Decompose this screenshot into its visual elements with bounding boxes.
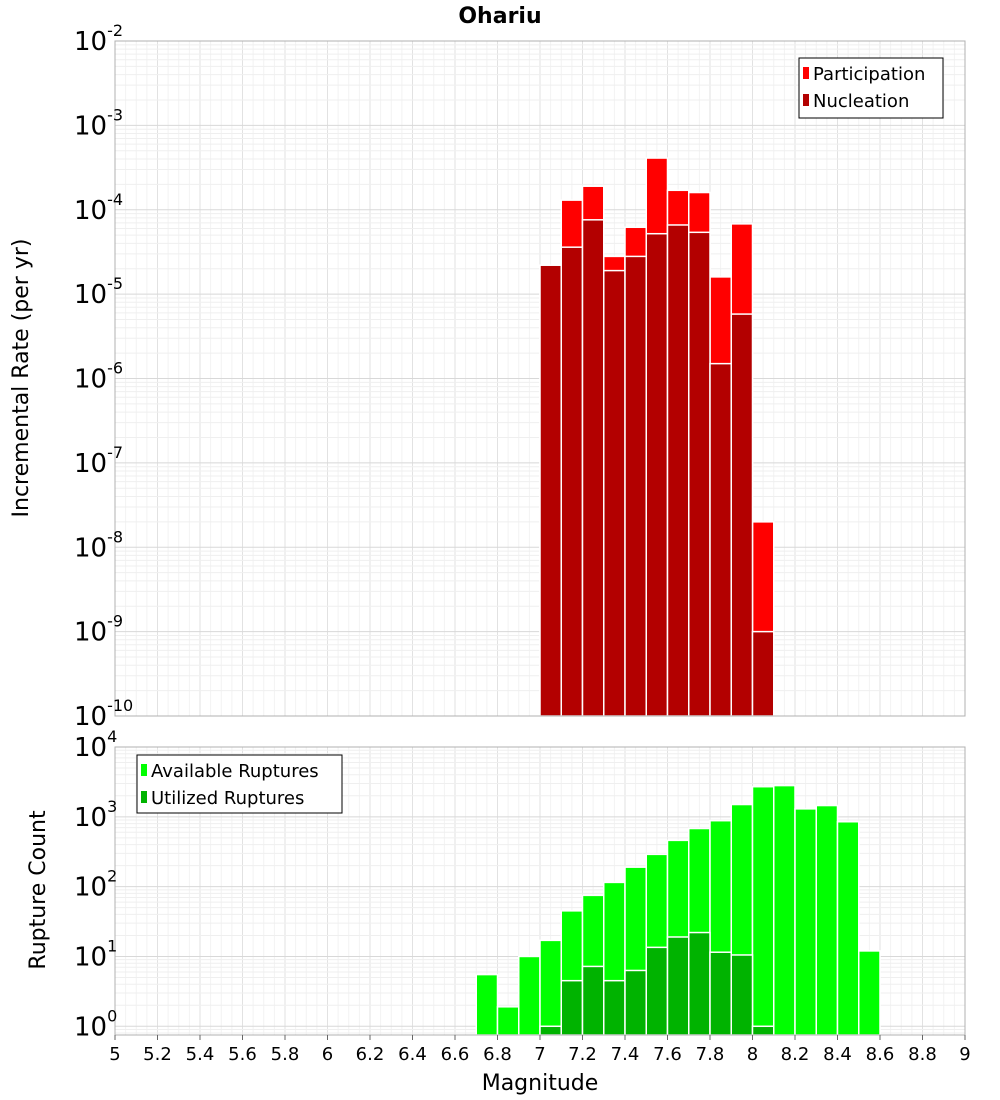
bottom-bar-series2: [581, 965, 605, 1036]
x-tick-label: 5: [109, 1044, 120, 1065]
x-tick-label: 8.2: [781, 1044, 810, 1065]
x-axis-label: Magnitude: [482, 1071, 599, 1096]
x-tick-label: 5.6: [228, 1044, 257, 1065]
x-tick-label: 8: [747, 1044, 758, 1065]
top-legend-label: Participation: [813, 64, 925, 85]
top-legend-label: Nucleation: [813, 91, 909, 112]
x-tick-label: 6.2: [356, 1044, 385, 1065]
bottom-bar-series1: [794, 808, 817, 1036]
bottom-y-tick-label: 103: [74, 797, 117, 833]
x-tick-label: 6: [322, 1044, 333, 1065]
bottom-legend-label: Utilized Ruptures: [151, 788, 304, 809]
top-bar-series2: [624, 255, 647, 717]
bottom-legend: [136, 754, 343, 814]
bottom-bar-series2: [688, 931, 711, 1036]
bottom-legend-swatch: [141, 791, 147, 803]
top-y-tick-label: 10-8: [74, 527, 123, 563]
bottom-bar-series1: [751, 785, 775, 1036]
top-y-tick-label: 10-2: [74, 21, 123, 57]
x-tick-label: 6.8: [483, 1044, 512, 1065]
top-legend: [798, 57, 944, 119]
x-tick-label: 7: [534, 1044, 545, 1065]
bottom-bar-series1: [858, 950, 881, 1036]
x-tick-label: 5.4: [186, 1044, 215, 1065]
top-y-tick-label: 10-5: [74, 274, 123, 310]
x-tick-label: 8.8: [908, 1044, 937, 1065]
bottom-legend-label: Available Ruptures: [151, 761, 319, 782]
bottom-bar-series1: [475, 973, 499, 1036]
top-legend-swatch: [803, 94, 809, 106]
x-tick-label: 5.8: [271, 1044, 300, 1065]
bottom-bar-series2: [645, 946, 669, 1036]
top-y-tick-label: 10-10: [74, 696, 133, 732]
bottom-bar-series2: [709, 951, 732, 1036]
bottom-y-tick-label: 104: [74, 727, 117, 763]
bottom-bar-series2: [603, 979, 626, 1036]
bottom-y-axis-label: Rupture Count: [26, 810, 51, 970]
x-tick-label: 7.8: [696, 1044, 725, 1065]
x-tick-label: 8.6: [866, 1044, 895, 1065]
bottom-y-tick-label: 100: [74, 1006, 117, 1042]
top-bar-series2: [645, 232, 669, 717]
x-tick-label: 5.2: [143, 1044, 172, 1065]
bottom-bar-series1: [815, 804, 839, 1036]
top-bar-series2: [751, 630, 775, 717]
x-tick-label: 7.6: [653, 1044, 682, 1065]
bottom-bar-series2: [624, 969, 647, 1036]
x-tick-label: 6.6: [441, 1044, 470, 1065]
top-bar-series2: [603, 269, 626, 717]
top-y-tick-label: 10-3: [74, 105, 123, 141]
bottom-bar-series2: [560, 979, 584, 1036]
top-bar-series2: [581, 219, 605, 717]
top-bar-series2: [709, 362, 732, 717]
top-bar-series2: [666, 224, 690, 717]
bottom-bar-series2: [539, 1025, 562, 1036]
top-plot-border: [114, 40, 966, 717]
chart-title: Ohariu: [458, 4, 541, 29]
top-y-tick-label: 10-6: [74, 359, 123, 395]
top-y-axis-label: Incremental Rate (per yr): [9, 239, 34, 518]
bottom-y-tick-label: 102: [74, 867, 117, 903]
bottom-bar-series1: [773, 784, 796, 1036]
bottom-bar-series1: [518, 955, 541, 1036]
top-panel: 10-2 10-3 10-4 10-5 10-6 10-7 10-8 10-9 10-10 Par…: [74, 21, 966, 732]
x-tick-label: 6.4: [398, 1044, 427, 1065]
top-bar-series2: [560, 246, 584, 717]
bottom-bar-series2: [666, 936, 690, 1036]
bottom-bar-series1: [496, 1006, 520, 1036]
x-tick-label: 9: [959, 1044, 970, 1065]
top-y-tick-label: 10-4: [74, 190, 123, 226]
top-bar-series2: [730, 313, 754, 717]
bottom-bar-series1: [539, 939, 562, 1036]
bottom-bar-series1: [836, 820, 860, 1036]
x-tick-label: 7.4: [611, 1044, 640, 1065]
x-tick-label: 8.4: [823, 1044, 852, 1065]
bottom-y-tick-label: 101: [74, 936, 117, 972]
bottom-legend-swatch: [141, 764, 147, 776]
x-tick-label: 7.2: [568, 1044, 597, 1065]
top-bar-series2: [539, 264, 562, 717]
top-y-tick-label: 10-7: [74, 443, 123, 479]
top-bar-series2: [688, 231, 711, 717]
bottom-bar-series2: [751, 1025, 775, 1036]
top-y-tick-label: 10-9: [74, 612, 123, 648]
top-legend-swatch: [803, 67, 809, 79]
bottom-bar-series2: [730, 954, 754, 1036]
